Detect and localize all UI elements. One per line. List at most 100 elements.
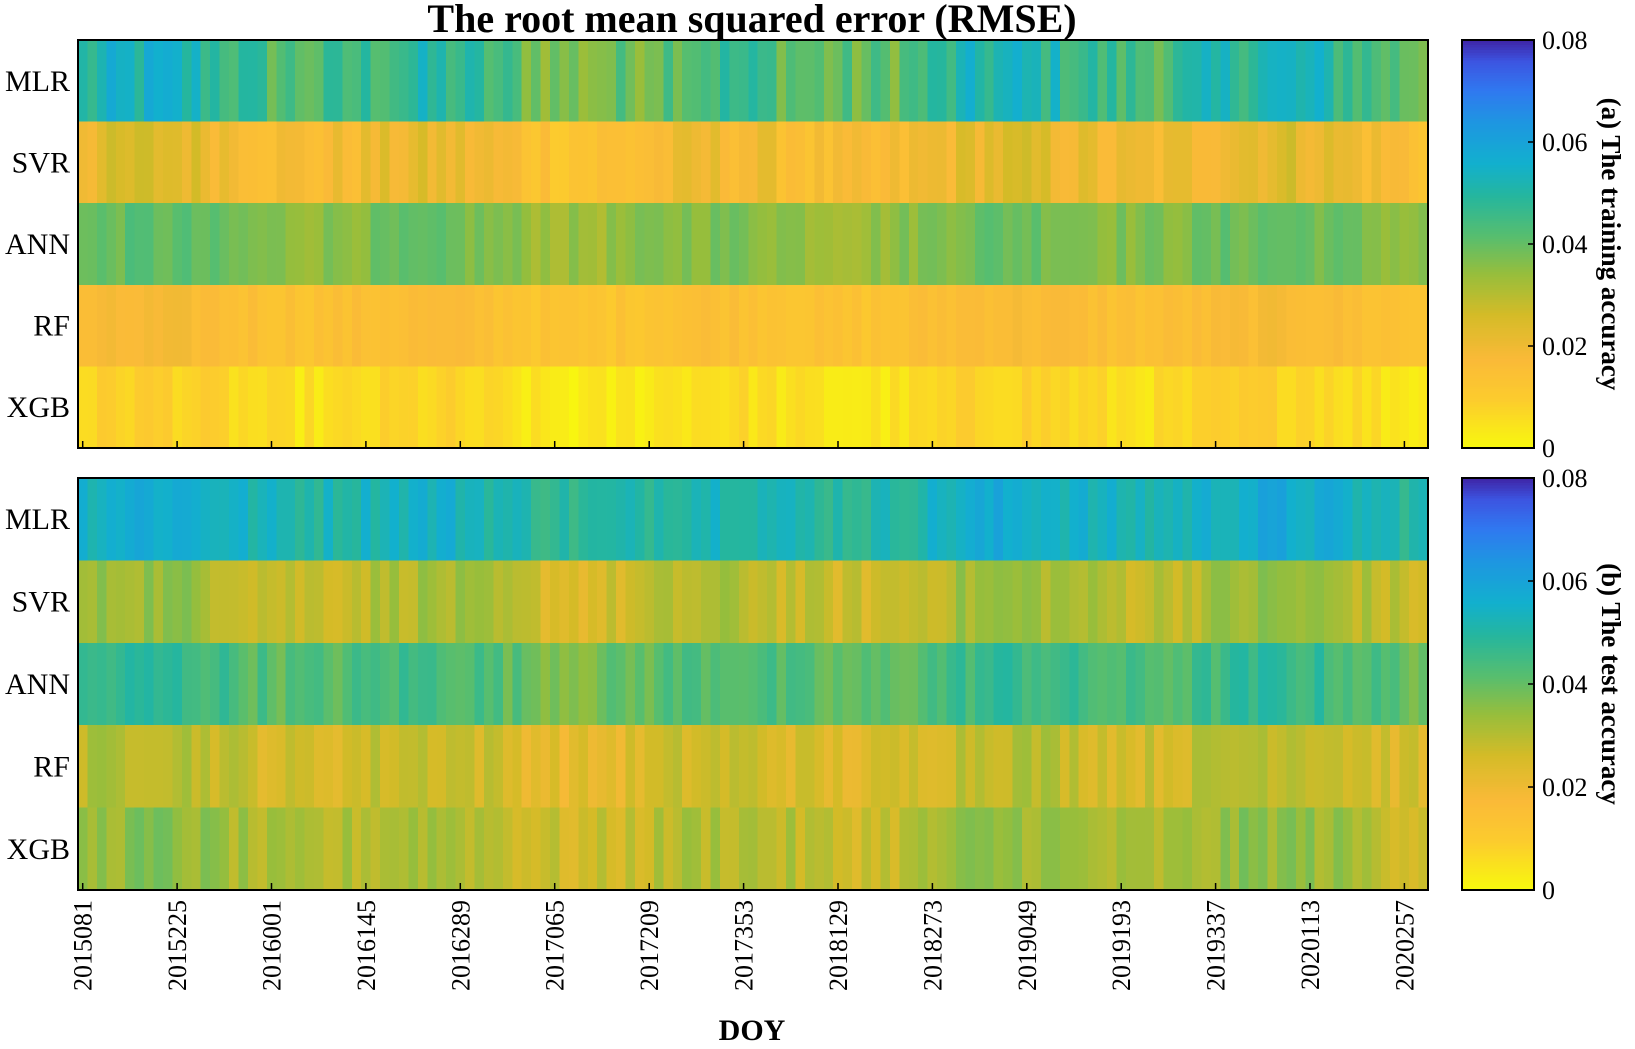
heatmap-cell [1248, 560, 1259, 644]
heatmap-cell [550, 560, 561, 644]
colorbar-segment [1462, 134, 1534, 138]
colorbar-segment [1462, 238, 1534, 243]
colorbar-segment [1462, 542, 1534, 546]
heatmap-cell [304, 203, 315, 286]
heatmap-cell [606, 725, 617, 808]
heatmap-cell [719, 478, 730, 561]
heatmap-cell [550, 366, 561, 449]
heatmap-cell [804, 807, 815, 891]
heatmap-cell [1248, 40, 1259, 122]
colorbar-segment [1462, 432, 1534, 437]
colorbar-segment [1462, 289, 1534, 294]
heatmap-cell [710, 40, 721, 122]
heatmap-cell [483, 366, 494, 449]
colorbar-segment [1462, 810, 1534, 814]
heatmap-cell [729, 203, 740, 286]
heatmap-cell [1191, 807, 1203, 891]
heatmap-cell [238, 642, 249, 726]
heatmap-cell [672, 478, 683, 561]
heatmap-cell [1163, 642, 1174, 726]
heatmap-cell [417, 121, 428, 204]
heatmap-cell [1050, 725, 1061, 808]
heatmap-cell [1343, 366, 1354, 449]
heatmap-cell [153, 478, 164, 561]
colorbar-tick-label: 0.02 [1542, 332, 1588, 361]
heatmap-cell [1258, 478, 1269, 561]
heatmap-cell [1371, 203, 1382, 286]
heatmap-cell [993, 560, 1004, 644]
heatmap-cell [389, 725, 400, 808]
heatmap-cell [502, 725, 513, 808]
heatmap-cell [1135, 366, 1146, 449]
heatmap-cell [446, 40, 457, 122]
heatmap-cell [389, 366, 400, 449]
colorbar-segment [1462, 570, 1534, 575]
heatmap-cell [540, 478, 551, 561]
heatmap-cell [823, 121, 834, 204]
heatmap-cell [606, 478, 617, 561]
heatmap-cell [927, 40, 938, 122]
heatmap-cell [833, 121, 844, 204]
heatmap-cell [1399, 725, 1410, 808]
heatmap-cell [738, 121, 749, 204]
heatmap-cell [181, 725, 192, 808]
heatmap-cell [257, 40, 268, 122]
heatmap-cell [587, 725, 598, 808]
colorbar-segment [1462, 859, 1534, 863]
heatmap-cell [446, 366, 457, 449]
heatmap-cell [767, 366, 778, 449]
colorbar-segment [1462, 325, 1534, 329]
colorbar-segment [1462, 802, 1534, 806]
heatmap-cell [285, 121, 296, 204]
colorbar-segment [1462, 430, 1534, 434]
heatmap-cell [1097, 366, 1108, 449]
colorbar-segment [1462, 884, 1534, 889]
heatmap-cell [493, 642, 504, 726]
heatmap-cell [748, 284, 759, 367]
heatmap-cell [247, 40, 258, 122]
heatmap-cell [918, 284, 929, 367]
heatmap-cell [880, 366, 891, 449]
heatmap-cell [474, 807, 485, 891]
heatmap-cell [1220, 284, 1231, 367]
heatmap-cell [701, 807, 712, 891]
heatmap-cell [965, 642, 976, 726]
heatmap-cell [1050, 366, 1061, 449]
heatmap-cell [521, 807, 532, 891]
heatmap-cell [115, 203, 126, 286]
heatmap-cell [1059, 560, 1070, 644]
heatmap-cell [578, 560, 589, 644]
colorbar-segment [1462, 346, 1534, 350]
heatmap-cell [78, 121, 89, 204]
heatmap-cell [1040, 725, 1051, 808]
heatmap-cell [531, 642, 542, 726]
x-tick-label: 2015225 [163, 900, 192, 991]
heatmap-cell [1069, 725, 1080, 808]
colorbar-segment [1462, 691, 1534, 696]
heatmap-cell [125, 478, 136, 561]
heatmap-cell [672, 807, 683, 891]
colorbar-segment [1462, 244, 1534, 248]
colorbar-segment [1462, 65, 1534, 69]
heatmap-cell [502, 642, 513, 726]
heatmap-cell [974, 366, 985, 449]
heatmap-cell [1409, 807, 1420, 891]
heatmap-cell [795, 807, 806, 891]
heatmap-cell [1409, 366, 1420, 449]
row-label-mlr: MLR [5, 503, 70, 536]
heatmap-cell [125, 366, 136, 449]
colorbar-segment [1462, 78, 1534, 82]
heatmap-cell [1324, 807, 1335, 891]
heatmap-cell [1229, 203, 1240, 286]
heatmap-cell [1295, 121, 1306, 204]
heatmap-cell [351, 366, 362, 449]
heatmap-cell [1173, 560, 1184, 644]
heatmap-cell [134, 40, 145, 122]
heatmap-cell [748, 40, 759, 122]
colorbar-segment [1462, 583, 1534, 587]
heatmap-cell [1248, 284, 1259, 367]
row-label-svr: SVR [12, 146, 70, 179]
heatmap-cell [200, 478, 211, 561]
heatmap-cell [691, 40, 702, 122]
